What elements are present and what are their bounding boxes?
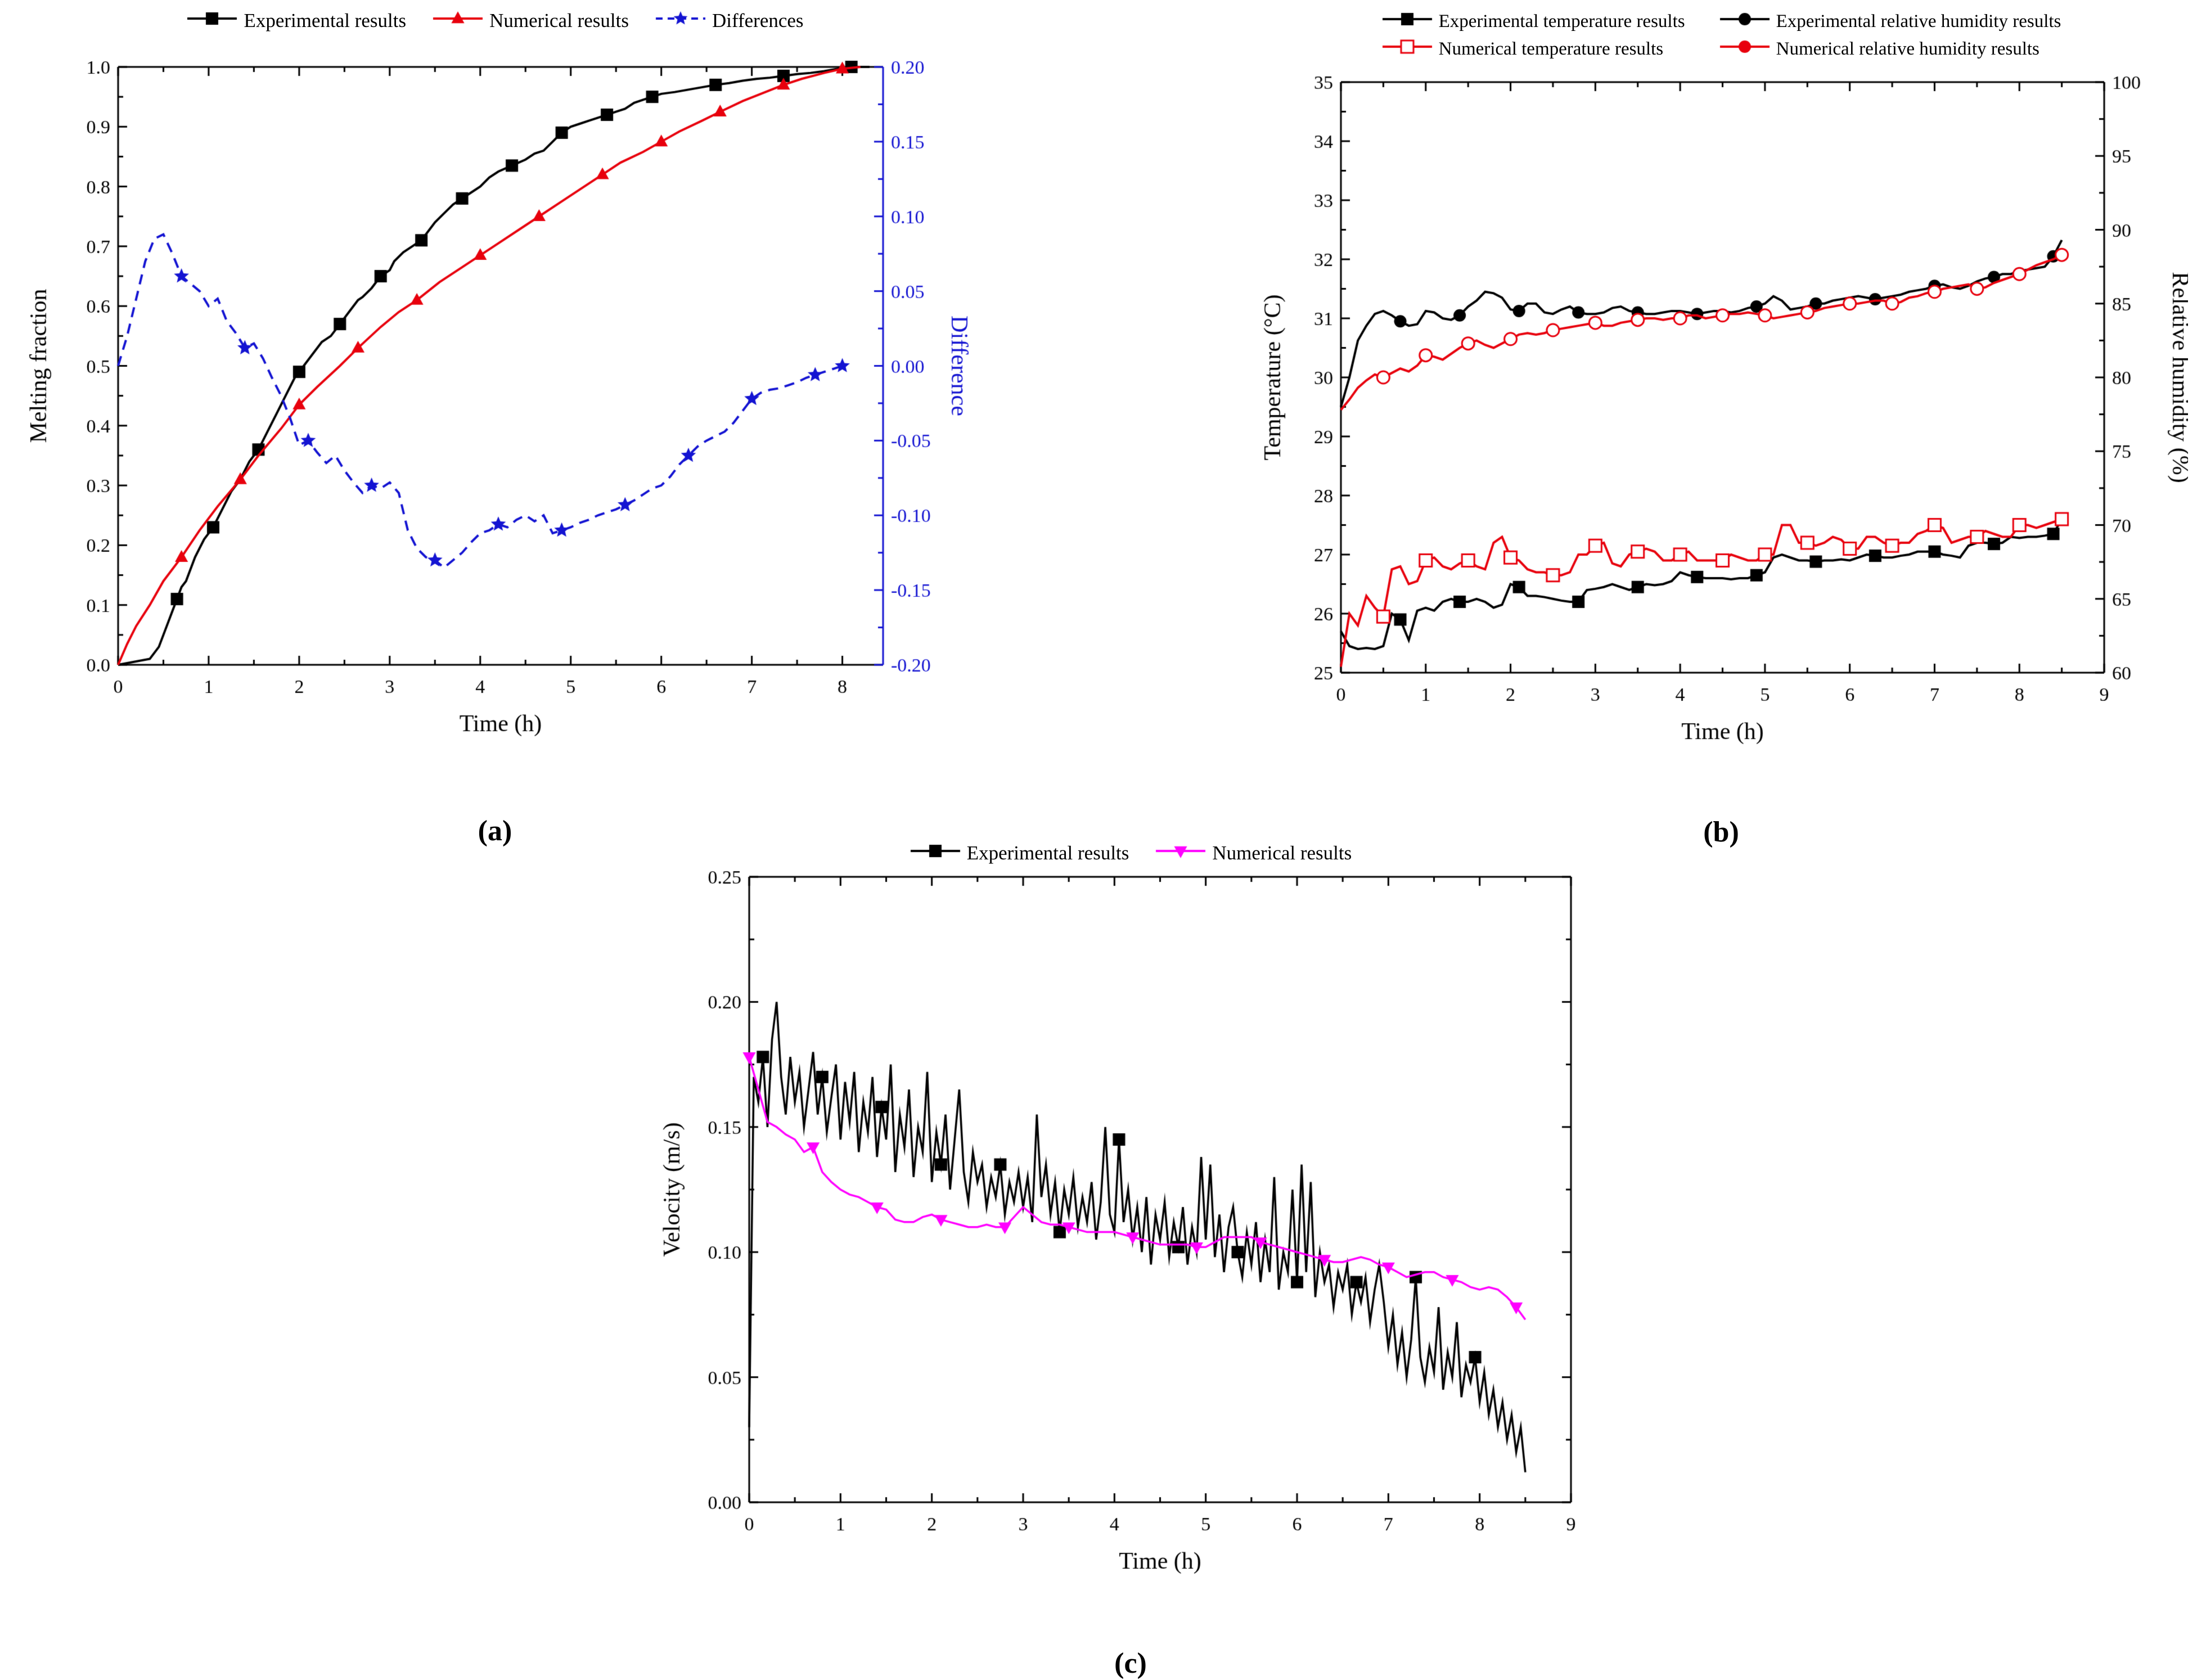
chart-c-plot [647,868,1614,1645]
legend-item-numerical-results: Numerical results [432,8,629,34]
legend-item-experimental-results: Experimental results [909,840,1129,866]
legend-label: Numerical results [1212,842,1352,864]
chart-b-caption: (b) [1703,816,1739,848]
legend-label: Experimental results [244,10,407,31]
magenta-triangle-marker-icon [1155,840,1207,866]
chart-c-legend: Experimental results Numerical results [647,838,1614,868]
legend-label: Experimental temperature results [1438,11,1685,31]
chart-a-plot [17,36,973,812]
chart-a-caption: (a) [478,815,512,847]
black-square-marker-icon [186,8,238,34]
chart-c-velocity: Experimental results Numerical results (… [647,838,1614,1680]
legend-item-numerical-temperature: Numerical temperature results [1381,37,1685,62]
red-circle-marker-icon [1718,37,1771,62]
chart-b-legend: Experimental temperature results Experim… [1254,6,2188,65]
legend-item-experimental-humidity: Experimental relative humidity results [1718,9,2061,34]
legend-item-differences: Differences [654,8,804,34]
legend-item-experimental-results: Experimental results [186,8,406,34]
chart-b-temperature-humidity: Experimental temperature results Experim… [1254,6,2188,849]
legend-label: Numerical results [489,10,629,31]
blue-star-marker-icon [654,8,706,34]
chart-c-caption: (c) [1114,1647,1147,1679]
legend-label: Experimental results [966,842,1129,864]
legend-item-numerical-humidity: Numerical relative humidity results [1718,37,2061,62]
legend-item-numerical-results: Numerical results [1155,840,1352,866]
red-open-square-marker-icon [1381,37,1433,62]
chart-a-melting-fraction: Experimental results Numerical results D… [17,6,973,848]
legend-label: Numerical temperature results [1438,39,1664,59]
legend-label: Numerical relative humidity results [1776,39,2040,59]
black-square-marker-icon [909,840,961,866]
red-triangle-marker-icon [432,8,484,34]
black-square-marker-icon [1381,9,1433,34]
chart-b-plot [1254,65,2188,813]
legend-label: Experimental relative humidity results [1776,11,2061,31]
legend-label: Differences [712,10,804,31]
legend-item-experimental-temperature: Experimental temperature results [1381,9,1685,34]
chart-a-legend: Experimental results Numerical results D… [17,6,973,36]
black-circle-marker-icon [1718,9,1771,34]
